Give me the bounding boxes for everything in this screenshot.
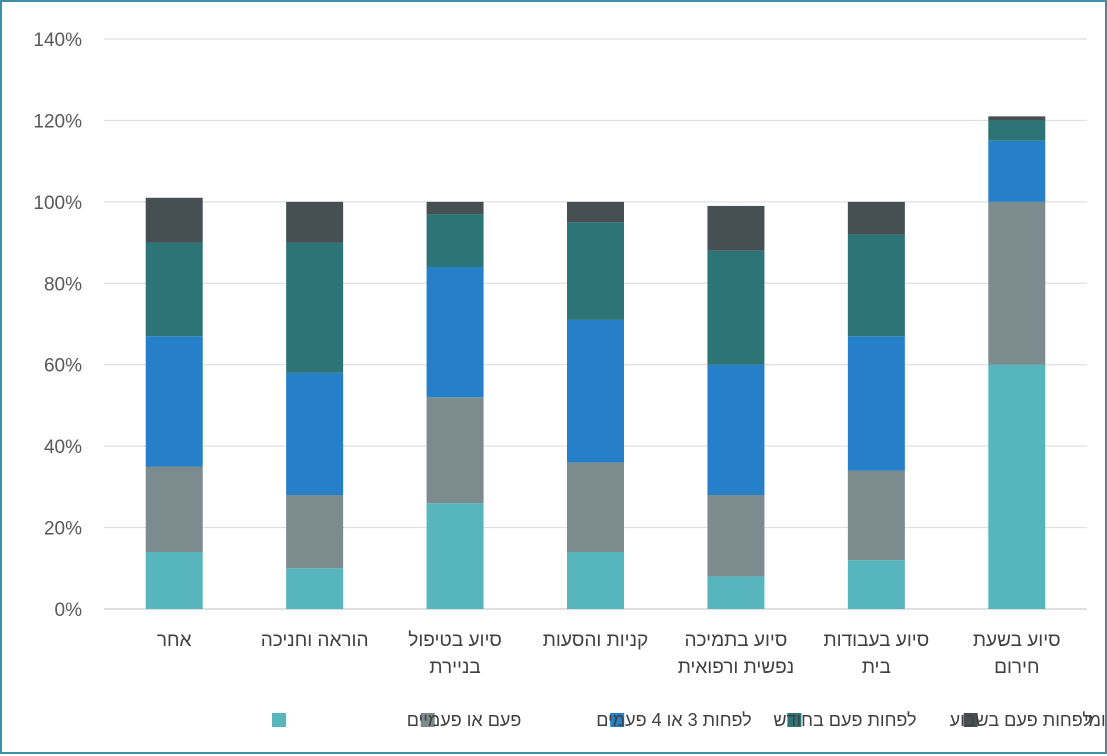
legend-label: פעם או פעמיים (407, 710, 522, 730)
y-tick-label: 60% (44, 356, 82, 377)
x-tick-label: סיוע בעבודות (824, 630, 930, 651)
y-tick-label: 80% (44, 274, 82, 295)
bar-segment (567, 201, 624, 223)
legend: באופן יום יומילפחות פעם בשבוע לפחות פעם ב… (272, 710, 1107, 730)
x-tick-label: נפשית ורפואית (678, 657, 794, 678)
x-tick-label: בניירת (429, 657, 480, 678)
y-tick-label: 0% (55, 600, 83, 621)
bar-segment (847, 234, 905, 337)
bar-segment (286, 201, 344, 243)
bar-segment (426, 397, 484, 504)
legend-swatch (963, 713, 978, 727)
bar-segment (707, 576, 765, 609)
legend-swatch (272, 713, 287, 727)
bar-segment (567, 462, 624, 552)
bar-segment (988, 120, 1046, 141)
legend-label: לפחות 3 או 4 פעמים (596, 710, 752, 730)
bar-segment (286, 372, 344, 495)
x-tick-label: סיוע בטיפול (408, 630, 502, 651)
bar-segment (286, 568, 344, 609)
bar-segment (426, 214, 484, 267)
legend-swatch (610, 713, 625, 727)
x-tick-label: סיוע בתמיכה (685, 630, 788, 651)
y-tick-label: 140% (33, 30, 82, 51)
bar-segment (145, 242, 203, 337)
bars (145, 116, 1046, 609)
bar-segment (847, 470, 905, 561)
x-tick-label: קניות והסעות (543, 630, 648, 651)
bar-segment (847, 560, 905, 609)
bar-segment (426, 503, 484, 609)
y-tick-label: 100% (33, 193, 82, 214)
bar-segment (847, 336, 905, 471)
bar-segment (567, 552, 624, 609)
bar-segment (988, 116, 1046, 121)
bar-segment (145, 336, 203, 467)
bar-segment (707, 250, 765, 365)
bar-segment (988, 201, 1046, 365)
y-tick-label: 40% (44, 437, 82, 458)
y-tick-label: 120% (33, 111, 82, 132)
x-tick-label: חירום (994, 657, 1039, 678)
bar-segment (145, 552, 203, 609)
bar-segment (707, 364, 765, 495)
bar-segment (707, 205, 765, 251)
x-tick-label: בית (862, 657, 891, 678)
legend-label: לפחות פעם בשבוע (950, 710, 1092, 730)
legend-label: לפחות פעם בחודש (773, 710, 916, 730)
x-tick-label: הוראה וחניכה (261, 630, 369, 651)
y-axis-ticks: 0% 20% 40% 60% 80% 100% 120% 140% (33, 30, 82, 621)
bar-segment (426, 201, 484, 215)
x-tick-label: סיוע בשעת (973, 630, 1061, 651)
x-axis-labels: סיוע בשעת חירום סיוע בעבודות בית סיוע בתמיכה… (157, 630, 1061, 678)
bar-segment (145, 466, 203, 552)
bar-segment (567, 319, 624, 463)
legend-swatch (420, 713, 435, 727)
x-tick-label: אחר (157, 630, 192, 651)
legend-swatch (787, 713, 802, 727)
legend-label: באופן יום יומי (1084, 710, 1107, 730)
bar-segment (988, 140, 1046, 202)
bar-segment (145, 197, 203, 243)
bar-segment (286, 495, 344, 569)
bar-segment (426, 267, 484, 398)
bar-segment (847, 201, 905, 235)
bar-segment (286, 242, 344, 373)
y-tick-label: 20% (44, 519, 82, 540)
bar-segment (567, 222, 624, 320)
bar-segment (988, 364, 1046, 609)
bar-segment (707, 495, 765, 577)
